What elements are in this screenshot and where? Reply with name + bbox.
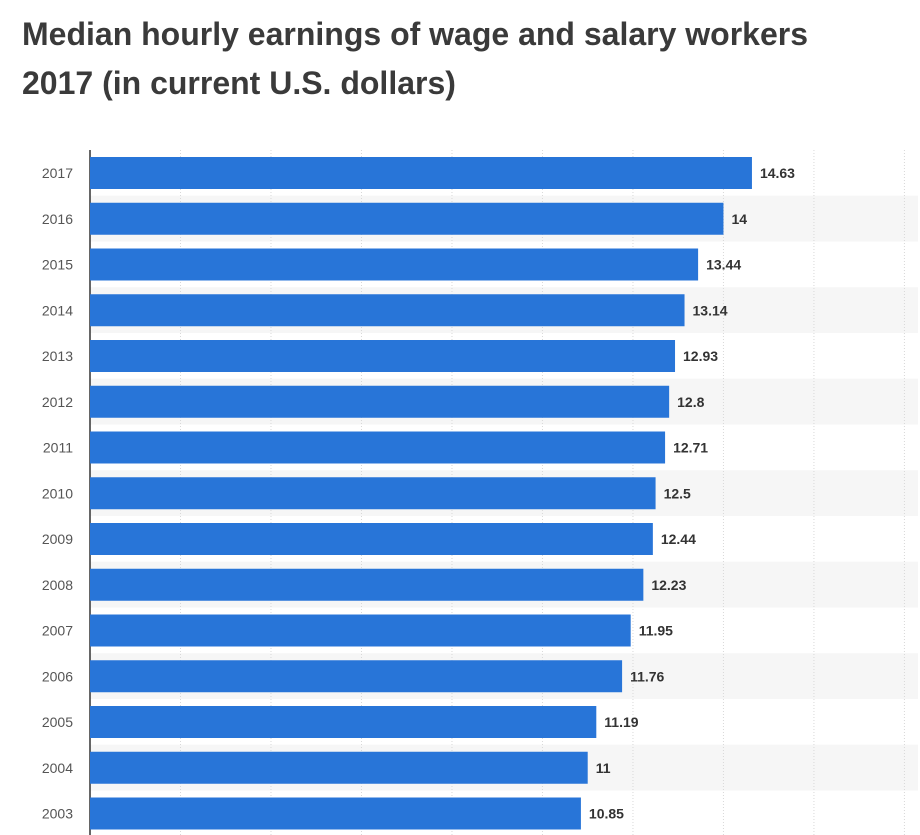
y-tick-label: 2006 (42, 668, 73, 684)
data-label: 13.44 (706, 257, 741, 273)
y-tick-label: 2010 (42, 485, 73, 501)
chart-title-line-1: Median hourly earnings of wage and salar… (22, 16, 809, 52)
data-label: 11.76 (630, 668, 664, 684)
bar (90, 523, 653, 555)
chart-title-line-2: 2017 (in current U.S. dollars) (22, 65, 456, 101)
bar (90, 431, 666, 464)
y-tick-label: 2017 (42, 165, 73, 181)
bar (90, 706, 597, 738)
y-tick-label: 2014 (42, 302, 73, 318)
bar (90, 157, 752, 189)
y-tick-label: 2007 (42, 623, 73, 639)
y-tick-label: 2015 (42, 257, 73, 273)
data-label: 10.85 (589, 806, 624, 822)
data-label: 12.23 (651, 577, 686, 593)
y-tick-label: 2003 (42, 806, 73, 822)
y-tick-label: 2008 (42, 577, 73, 593)
y-tick-label: 2013 (42, 348, 73, 364)
data-label: 12.8 (677, 394, 704, 410)
data-label: 12.93 (683, 348, 718, 364)
data-label: 14 (731, 211, 747, 227)
chart-title: Median hourly earnings of wage and salar… (22, 10, 912, 108)
bar (90, 248, 699, 281)
bar (90, 568, 644, 601)
bar (90, 202, 724, 235)
y-tick-label: 2004 (42, 760, 73, 776)
y-tick-label: 2012 (42, 394, 73, 410)
data-label: 11.19 (604, 714, 638, 730)
bar (90, 751, 588, 784)
y-tick-label: 2011 (43, 440, 73, 456)
data-label: 12.44 (661, 531, 696, 547)
bar (90, 477, 656, 510)
bar (90, 340, 676, 372)
data-label: 12.5 (664, 485, 691, 501)
bar (90, 294, 685, 327)
data-label: 11 (596, 760, 611, 776)
y-tick-label: 2009 (42, 531, 73, 547)
data-label: 13.14 (693, 302, 728, 318)
bar (90, 797, 581, 830)
y-tick-label: 2005 (42, 714, 73, 730)
y-tick-label: 2016 (42, 211, 73, 227)
data-label: 11.95 (639, 623, 673, 639)
bar (90, 660, 623, 693)
data-label: 12.71 (673, 440, 708, 456)
data-label: 14.63 (760, 165, 795, 181)
bar (90, 614, 631, 647)
bar (90, 385, 670, 418)
